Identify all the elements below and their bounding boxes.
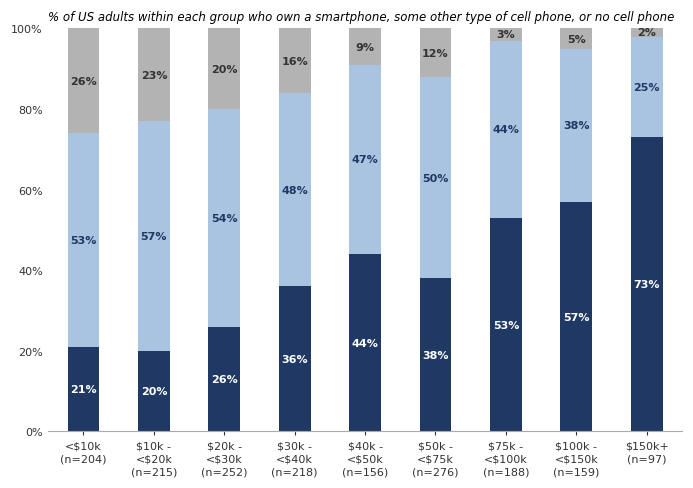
Bar [209, 327, 240, 431]
Text: 26%: 26% [70, 77, 97, 87]
Text: 44%: 44% [493, 125, 519, 135]
Bar [68, 29, 99, 134]
Bar [631, 29, 663, 38]
Text: 20%: 20% [141, 386, 167, 396]
Bar [561, 29, 592, 49]
Bar [209, 29, 240, 110]
Text: 9%: 9% [356, 42, 375, 53]
Text: 5%: 5% [567, 35, 586, 44]
Text: % of US adults within each group who own a smartphone, some other type of cell p: % of US adults within each group who own… [49, 11, 675, 24]
Bar [349, 255, 381, 431]
Text: 20%: 20% [211, 64, 238, 75]
Bar [279, 94, 310, 287]
Text: 53%: 53% [70, 236, 97, 245]
Text: 54%: 54% [211, 213, 238, 224]
Bar [490, 41, 522, 219]
Bar [490, 219, 522, 431]
Text: 2%: 2% [638, 28, 656, 39]
Bar [68, 134, 99, 347]
Bar [349, 65, 381, 255]
Text: 26%: 26% [211, 374, 238, 384]
Text: 12%: 12% [422, 48, 449, 59]
Bar [490, 29, 522, 41]
Bar [138, 29, 170, 122]
Bar [561, 49, 592, 203]
Bar [420, 78, 451, 279]
Text: 16%: 16% [281, 57, 308, 66]
Bar [279, 29, 310, 94]
Bar [68, 347, 99, 431]
Text: 57%: 57% [563, 312, 590, 322]
Text: 21%: 21% [70, 385, 97, 394]
Text: 47%: 47% [352, 155, 378, 165]
Text: 57%: 57% [141, 231, 167, 242]
Bar [631, 38, 663, 138]
Text: 23%: 23% [141, 71, 167, 81]
Text: 48%: 48% [281, 185, 308, 195]
Bar [349, 29, 381, 65]
Text: 53%: 53% [493, 320, 519, 330]
Bar [138, 122, 170, 351]
Text: 73%: 73% [633, 280, 660, 290]
Bar [561, 203, 592, 431]
Text: 50%: 50% [422, 173, 448, 183]
Bar [420, 29, 451, 78]
Bar [138, 351, 170, 431]
Text: 36%: 36% [281, 354, 308, 364]
Bar [279, 287, 310, 431]
Text: 38%: 38% [563, 121, 590, 131]
Bar [209, 110, 240, 327]
Text: 25%: 25% [633, 82, 660, 93]
Text: 3%: 3% [496, 30, 516, 41]
Bar [420, 279, 451, 431]
Bar [631, 138, 663, 431]
Text: 44%: 44% [351, 338, 378, 348]
Text: 38%: 38% [422, 350, 449, 360]
